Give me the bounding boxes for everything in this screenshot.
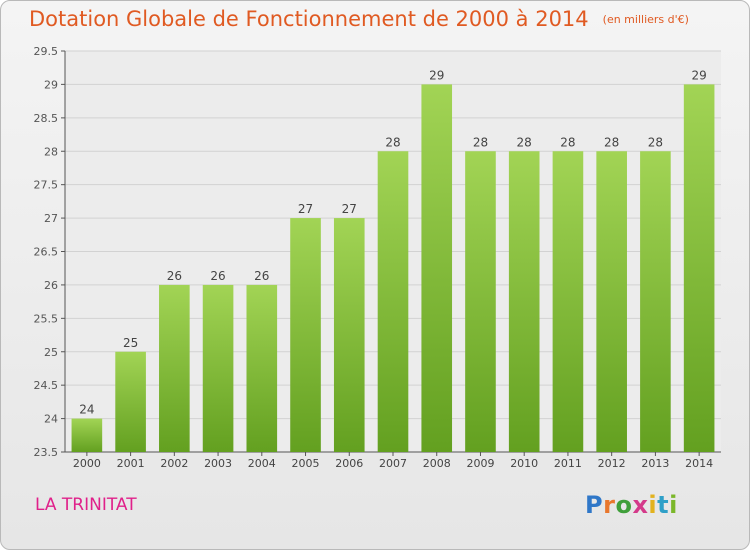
bar (290, 218, 321, 452)
x-tick-label: 2003 (204, 457, 232, 470)
logo-letter: i (648, 491, 658, 519)
x-tick-label: 2004 (248, 457, 276, 470)
bar-value-label: 25 (123, 336, 138, 350)
y-tick-label: 29.5 (34, 45, 59, 58)
x-tick-label: 2013 (641, 457, 669, 470)
logo-letter: o (615, 491, 633, 519)
y-tick-label: 27.5 (34, 179, 59, 192)
bar-value-label: 27 (342, 202, 357, 216)
bar (640, 151, 671, 452)
bar (115, 351, 146, 452)
bar-value-label: 28 (560, 135, 575, 149)
chart-unit-note: (en milliers d'€) (602, 13, 689, 26)
proxiti-logo: Proxiti (585, 491, 678, 519)
x-tick-label: 2010 (510, 457, 538, 470)
x-tick-label: 2000 (73, 457, 101, 470)
logo-letter: r (603, 491, 616, 519)
bar-value-label: 28 (517, 135, 532, 149)
bar (333, 218, 365, 452)
x-tick-label: 2005 (292, 457, 320, 470)
bar-value-label: 24 (79, 403, 94, 417)
x-tick-label: 2006 (335, 457, 363, 470)
x-tick-label: 2011 (554, 457, 582, 470)
bar (202, 284, 234, 452)
y-tick-label: 28 (44, 145, 58, 158)
bar (421, 84, 453, 453)
x-tick-label: 2012 (598, 457, 626, 470)
bar-value-label: 28 (385, 135, 400, 149)
y-tick-label: 23.5 (34, 446, 59, 459)
bar (377, 151, 409, 452)
chart-title: Dotation Globale de Fonctionnement de 20… (29, 7, 689, 31)
y-tick-label: 27 (44, 212, 58, 225)
bar-value-label: 29 (429, 68, 444, 82)
x-tick-label: 2001 (117, 457, 145, 470)
bar (683, 84, 715, 453)
logo-letter: P (585, 491, 604, 519)
bar-value-label: 26 (254, 269, 269, 283)
bar (246, 284, 278, 452)
bar (508, 151, 540, 452)
logo-letter: t (657, 491, 670, 519)
place-name: LA TRINITAT (35, 495, 137, 515)
x-tick-label: 2007 (379, 457, 407, 470)
x-tick-label: 2002 (160, 457, 188, 470)
logo-letter: i (669, 491, 678, 519)
x-tick-label: 2009 (466, 457, 494, 470)
bar-value-label: 28 (648, 135, 663, 149)
bar (596, 151, 627, 452)
bar-value-label: 26 (167, 269, 182, 283)
logo-letter: x (632, 491, 649, 519)
y-tick-label: 28.5 (34, 112, 59, 125)
bar (159, 284, 190, 452)
y-tick-label: 25.5 (34, 312, 59, 325)
bar-value-label: 29 (691, 68, 706, 82)
y-tick-label: 29 (44, 78, 58, 91)
y-tick-label: 26 (44, 279, 58, 292)
bar-value-label: 27 (298, 202, 313, 216)
chart-title-text: Dotation Globale de Fonctionnement de 20… (29, 7, 589, 31)
labels: 23.5 24 24.5 25 25.5 26 26.5 27 27.5 28 28.5 29 29.5… (34, 45, 714, 470)
y-tick-label: 25 (44, 346, 58, 359)
y-tick-label: 24.5 (34, 379, 59, 392)
bar-value-label: 28 (604, 135, 619, 149)
y-tick-label: 24 (44, 413, 58, 426)
bar (552, 151, 584, 452)
bars (71, 84, 715, 453)
bar (465, 151, 496, 452)
bar-value-label: 28 (473, 135, 488, 149)
bar-value-label: 26 (210, 269, 225, 283)
x-tick-label: 2014 (685, 457, 713, 470)
x-tick-label: 2008 (423, 457, 451, 470)
y-tick-label: 26.5 (34, 246, 59, 259)
bar (71, 418, 103, 452)
